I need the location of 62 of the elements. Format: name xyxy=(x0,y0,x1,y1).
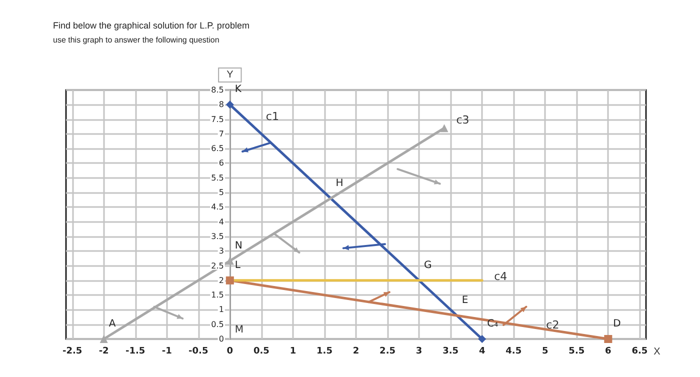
point xyxy=(226,100,234,109)
x-tick-label: 2.5 xyxy=(380,346,396,356)
annotation: H xyxy=(336,178,344,189)
series-label: c4 xyxy=(494,270,508,283)
x-tick-label: 3.5 xyxy=(442,346,459,356)
x-tick-label: 0 xyxy=(226,346,234,356)
point xyxy=(226,276,234,284)
series-label: c2 xyxy=(546,318,560,332)
x-tick-label: 1 xyxy=(290,346,296,356)
annotation: N xyxy=(234,240,242,252)
y-tick-label: 6.5 xyxy=(211,144,224,154)
annotation: L xyxy=(234,260,241,271)
point xyxy=(440,124,448,132)
y-tick-label: 5.5 xyxy=(211,173,224,182)
x-tick-label: 5.5 xyxy=(568,346,585,356)
chart-subtitle: use this graph to answer the following question xyxy=(53,36,220,44)
y-tick-label: 2 xyxy=(218,276,224,285)
x-tick-label: -1.5 xyxy=(126,346,146,356)
x-tick-label: 6 xyxy=(605,346,612,356)
point xyxy=(478,335,486,343)
y-tick-label: 3 xyxy=(218,246,224,256)
annotation: D xyxy=(613,318,622,330)
y-tick-label: 4 xyxy=(218,217,224,226)
x-tick-label: 5 xyxy=(542,346,548,356)
x-tick-label: 2 xyxy=(352,346,360,356)
annotation: M xyxy=(234,324,244,336)
annotation: C₄ xyxy=(487,318,498,330)
x-tick-label: 3 xyxy=(416,346,422,356)
y-tick-label: 7 xyxy=(218,129,224,138)
y-tick-label: 7.5 xyxy=(211,114,224,124)
x-tick-label: -2.5 xyxy=(62,346,82,356)
point xyxy=(604,335,612,343)
annotation: A xyxy=(108,318,116,330)
y-tick-label: 1.5 xyxy=(211,290,224,300)
x-tick-label: 6.5 xyxy=(632,346,648,356)
annotation: G xyxy=(424,260,432,271)
y-axis-title: Y xyxy=(226,70,234,80)
x-tick-label: 1.5 xyxy=(316,346,332,356)
point xyxy=(100,335,108,343)
y-tick-label: 4.5 xyxy=(211,202,224,212)
y-tick-label: 5 xyxy=(218,188,224,198)
y-tick-label: 0.5 xyxy=(211,320,224,329)
y-tick-label: 8.5 xyxy=(211,86,224,94)
x-tick-label: -2 xyxy=(98,346,109,356)
series-label: c1 xyxy=(266,110,279,124)
y-tick-label: 0 xyxy=(218,334,224,344)
point xyxy=(226,256,234,265)
annotation: E xyxy=(462,295,468,306)
x-tick-label: 4 xyxy=(478,346,486,356)
x-tick-label: -1 xyxy=(162,346,172,356)
x-tick-label: 4.5 xyxy=(506,346,522,356)
y-tick-label: 2.5 xyxy=(211,261,224,270)
chart-title: Find below the graphical solution for L.P. problem xyxy=(53,20,250,30)
y-tick-label: 1 xyxy=(218,305,224,314)
y-tick-label: 3.5 xyxy=(211,232,224,241)
x-tick-label: -0.5 xyxy=(188,346,208,356)
y-tick-label: 6 xyxy=(218,158,224,168)
x-axis-title: X xyxy=(654,346,661,358)
x-tick-label: 0.5 xyxy=(253,346,270,356)
y-tick-label: 8 xyxy=(218,100,224,110)
series-label: c3 xyxy=(456,114,470,127)
annotation: K xyxy=(234,84,242,96)
